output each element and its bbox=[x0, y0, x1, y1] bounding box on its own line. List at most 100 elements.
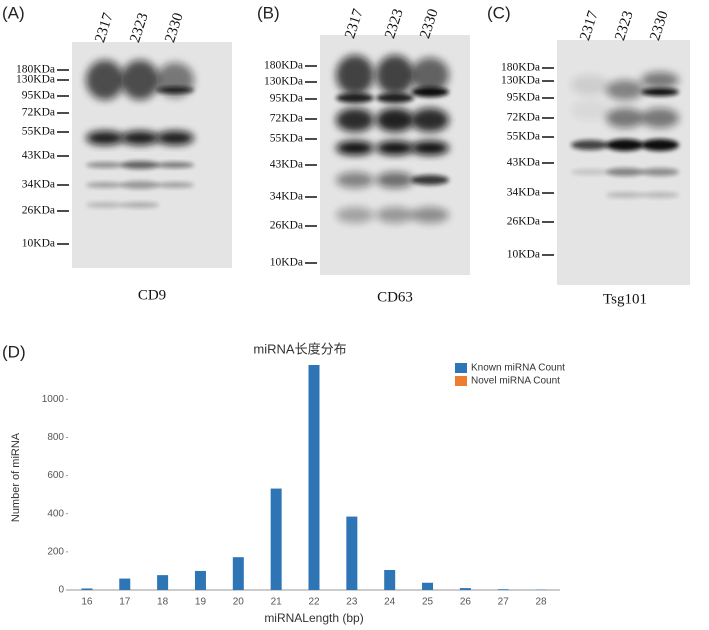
x-tick-label: 20 bbox=[233, 597, 245, 608]
blot-band bbox=[606, 168, 644, 176]
panel-label: (D) bbox=[2, 342, 26, 361]
x-tick-label: 28 bbox=[536, 597, 548, 608]
y-tick-label: 600 bbox=[47, 470, 64, 481]
marker-label: 95KDa bbox=[507, 92, 540, 104]
marker-label: 55KDa bbox=[270, 133, 303, 145]
bar bbox=[271, 489, 282, 590]
marker-label: 43KDa bbox=[22, 150, 55, 162]
marker-label: 34KDa bbox=[270, 191, 303, 203]
blot-band bbox=[376, 172, 414, 188]
marker-label: 180KDa bbox=[264, 60, 303, 72]
blot-band bbox=[606, 80, 644, 100]
blot-band bbox=[336, 172, 374, 188]
x-tick-label: 22 bbox=[308, 597, 320, 608]
x-tick-label: 24 bbox=[384, 597, 396, 608]
blot-band bbox=[86, 182, 124, 188]
x-tick-label: 19 bbox=[195, 597, 207, 608]
panel-label: (C) bbox=[487, 3, 511, 22]
marker-label: 55KDa bbox=[22, 126, 55, 138]
bar bbox=[498, 589, 509, 590]
lane-label: 2317 bbox=[92, 11, 117, 45]
blot-band bbox=[156, 182, 194, 188]
x-tick-label: 16 bbox=[81, 597, 93, 608]
lane-label: 2323 bbox=[127, 11, 151, 44]
panel-label: (A) bbox=[2, 3, 25, 22]
blot-band bbox=[641, 108, 679, 128]
bar bbox=[309, 365, 320, 590]
blot-band bbox=[336, 93, 374, 103]
blot-band bbox=[156, 131, 194, 145]
marker-label: 26KDa bbox=[22, 205, 55, 217]
marker-label: 34KDa bbox=[507, 187, 540, 199]
blot-band bbox=[121, 60, 159, 100]
blot-band bbox=[641, 168, 679, 176]
blot-band bbox=[606, 192, 644, 198]
blot-band bbox=[86, 162, 124, 168]
x-tick-label: 21 bbox=[271, 597, 283, 608]
marker-label: 72KDa bbox=[270, 113, 303, 125]
y-axis-label: Number of miRNA bbox=[10, 432, 22, 522]
marker-label: 55KDa bbox=[507, 131, 540, 143]
blot-band bbox=[411, 175, 449, 185]
bar bbox=[460, 588, 471, 590]
blot-band bbox=[336, 108, 374, 132]
blot-band bbox=[121, 181, 159, 189]
blot-band bbox=[336, 141, 374, 155]
legend-swatch bbox=[455, 376, 467, 386]
marker-label: 130KDa bbox=[501, 75, 540, 87]
bar bbox=[422, 583, 433, 590]
blot-band bbox=[641, 88, 679, 96]
blot-band bbox=[641, 72, 679, 88]
chart-title: miRNA长度分布 bbox=[253, 341, 346, 356]
bar bbox=[157, 575, 168, 590]
marker-label: 95KDa bbox=[270, 93, 303, 105]
blot-band bbox=[336, 207, 374, 223]
legend-swatch bbox=[455, 363, 467, 373]
blots: (A) 2317 2323 2330 180KDa 130KDa 95KDa 72KDa 55K… bbox=[2, 3, 690, 307]
blot-band bbox=[376, 207, 414, 223]
blot-band bbox=[376, 93, 414, 103]
blot-band bbox=[606, 139, 644, 151]
blot-band bbox=[86, 202, 124, 208]
x-axis-label: miRNALength (bp) bbox=[264, 611, 363, 625]
marker-label: 130KDa bbox=[264, 76, 303, 88]
bar bbox=[195, 571, 206, 590]
y-tick-label: 0 bbox=[58, 585, 64, 596]
bar bbox=[384, 570, 395, 590]
blot-band bbox=[121, 202, 159, 208]
blot-band bbox=[156, 87, 194, 93]
blot-band bbox=[376, 108, 414, 132]
blot-band bbox=[121, 131, 159, 145]
blot-band bbox=[411, 108, 449, 132]
x-tick-label: 18 bbox=[157, 597, 169, 608]
lane-label: 2330 bbox=[647, 9, 671, 42]
marker-label: 130KDa bbox=[16, 74, 55, 86]
blot-band bbox=[641, 192, 679, 198]
marker-label: 10KDa bbox=[270, 257, 303, 269]
bar-chart: (D) miRNA长度分布 Number of miRNA miRNALength (… bbox=[2, 341, 565, 625]
protein-label: CD9 bbox=[138, 287, 166, 303]
blot-band bbox=[376, 141, 414, 155]
y-tick-label: 1000 bbox=[42, 394, 65, 405]
blot-band bbox=[641, 139, 679, 151]
blot-bands bbox=[86, 60, 194, 208]
blot-band bbox=[571, 140, 609, 150]
protein-label: CD63 bbox=[377, 289, 413, 305]
marker-label: 34KDa bbox=[22, 179, 55, 191]
marker-label: 10KDa bbox=[507, 249, 540, 261]
blot-band bbox=[411, 141, 449, 155]
blot-band bbox=[571, 169, 609, 175]
y-tick-label: 200 bbox=[47, 547, 64, 558]
legend-label: Known miRNA Count bbox=[471, 363, 565, 374]
marker-label: 95KDa bbox=[22, 90, 55, 102]
protein-label: Tsg101 bbox=[603, 291, 647, 307]
marker-label: 43KDa bbox=[270, 159, 303, 171]
y-tick-label: 400 bbox=[47, 508, 64, 519]
panel-label: (B) bbox=[257, 3, 280, 22]
blot-band bbox=[376, 55, 414, 95]
marker-label: 72KDa bbox=[22, 107, 55, 119]
bar bbox=[81, 588, 92, 590]
y-tick-label: 800 bbox=[47, 432, 64, 443]
x-tick-label: 23 bbox=[346, 597, 358, 608]
